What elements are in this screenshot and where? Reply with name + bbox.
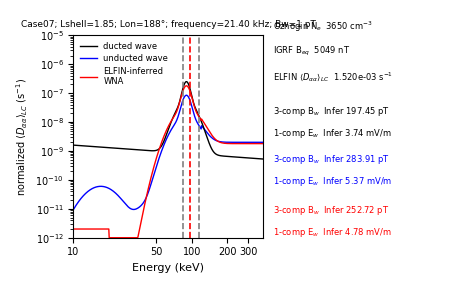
Text: Ozhogin N$_e$  3650 cm$^{-3}$: Ozhogin N$_e$ 3650 cm$^{-3}$	[273, 20, 372, 34]
Legend: ducted wave, unducted wave, ELFIN-inferred
WNA: ducted wave, unducted wave, ELFIN-inferr…	[78, 40, 171, 89]
Text: 3-comp B$_w$  Infer 252.72 pT: 3-comp B$_w$ Infer 252.72 pT	[273, 204, 389, 217]
Title: Case07; Lshell=1.85; Lon=188°; frequency=21.40 kHz; Bw=1 pT: Case07; Lshell=1.85; Lon=188°; frequency…	[21, 20, 316, 29]
Text: 3-comp B$_w$  Infer 283.91 pT: 3-comp B$_w$ Infer 283.91 pT	[273, 153, 389, 166]
Text: ELFIN $\langle D_{\alpha\alpha}\rangle_{LC}$  1.520e-03 s$^{-1}$: ELFIN $\langle D_{\alpha\alpha}\rangle_{…	[273, 71, 392, 84]
Text: 1-comp E$_w$  Infer 5.37 mV/m: 1-comp E$_w$ Infer 5.37 mV/m	[273, 175, 392, 188]
Y-axis label: normalized $\langle D_{\alpha\alpha}\rangle_{LC}$ (s$^{-1}$): normalized $\langle D_{\alpha\alpha}\ran…	[14, 78, 30, 196]
Text: 1-comp E$_w$  Infer 4.78 mV/m: 1-comp E$_w$ Infer 4.78 mV/m	[273, 226, 392, 239]
X-axis label: Energy (keV): Energy (keV)	[132, 263, 204, 273]
Text: 1-comp E$_w$  Infer 3.74 mV/m: 1-comp E$_w$ Infer 3.74 mV/m	[273, 127, 392, 140]
Text: IGRF B$_{eq}$  5049 nT: IGRF B$_{eq}$ 5049 nT	[273, 45, 350, 58]
Text: 3-comp B$_w$  Infer 197.45 pT: 3-comp B$_w$ Infer 197.45 pT	[273, 105, 389, 118]
